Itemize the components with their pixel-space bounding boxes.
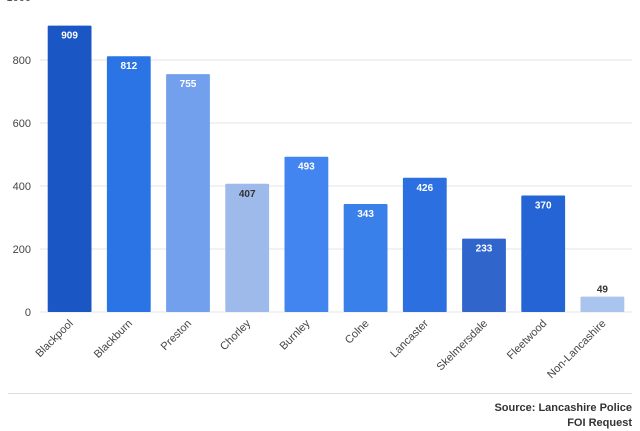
y-tick-label: 600 [13, 118, 31, 130]
bar [343, 203, 388, 312]
bar-value-label: 755 [180, 79, 197, 90]
source-line-2: FOI Request [567, 417, 632, 429]
x-category-label: Lancaster [388, 317, 431, 360]
y-tick-label: 400 [13, 181, 31, 193]
x-category-label: Blackpool [34, 318, 76, 360]
bar-value-label: 426 [416, 183, 433, 194]
bar [462, 238, 506, 312]
bar-value-label: 49 [597, 285, 609, 296]
x-category-label: Non-Lancashire [545, 318, 608, 381]
y-tick-label: 200 [13, 244, 31, 256]
x-category-label: Preston [159, 318, 194, 353]
x-category-label: Blackburn [92, 318, 135, 361]
bar-value-label: 812 [120, 61, 137, 72]
x-category-label: Fleetwood [505, 318, 549, 362]
x-category-label: Chorley [218, 317, 254, 353]
bar [166, 74, 210, 312]
bar-value-label: 370 [535, 200, 552, 211]
source-line-1: Source: Lancashire Police [494, 402, 632, 414]
bar [106, 56, 151, 312]
y-tick-label: 1000 [7, 0, 31, 4]
bar-value-label: 343 [357, 209, 374, 220]
footer-divider [8, 393, 632, 394]
bar [521, 195, 566, 312]
x-category-label: Colne [343, 318, 372, 347]
bar-value-label: 407 [239, 189, 256, 200]
source-note: Source: Lancashire Police FOI Request [494, 401, 632, 431]
bar-value-label: 233 [476, 244, 493, 255]
bar-chart: 0 200 400 600 800 1000 909 812 755 407 493 343 426 2… [7, 0, 632, 381]
x-category-label: Burnley [278, 317, 313, 352]
data-labels: 909 812 755 407 493 343 426 233 370 49 [61, 31, 608, 296]
y-axis: 0 200 400 600 800 1000 [7, 0, 31, 319]
bar [225, 183, 270, 312]
bar [580, 296, 625, 312]
x-category-label: Skelmersdale [435, 318, 491, 374]
bar [402, 177, 447, 312]
bars [47, 25, 625, 312]
bar [284, 156, 329, 312]
bar-value-label: 909 [61, 31, 78, 42]
bar-value-label: 493 [298, 162, 315, 173]
x-axis: Blackpool Blackburn Preston Chorley Burnley C… [34, 317, 609, 381]
y-tick-label: 800 [13, 55, 31, 67]
y-tick-label: 0 [25, 307, 31, 319]
bar [47, 25, 92, 312]
